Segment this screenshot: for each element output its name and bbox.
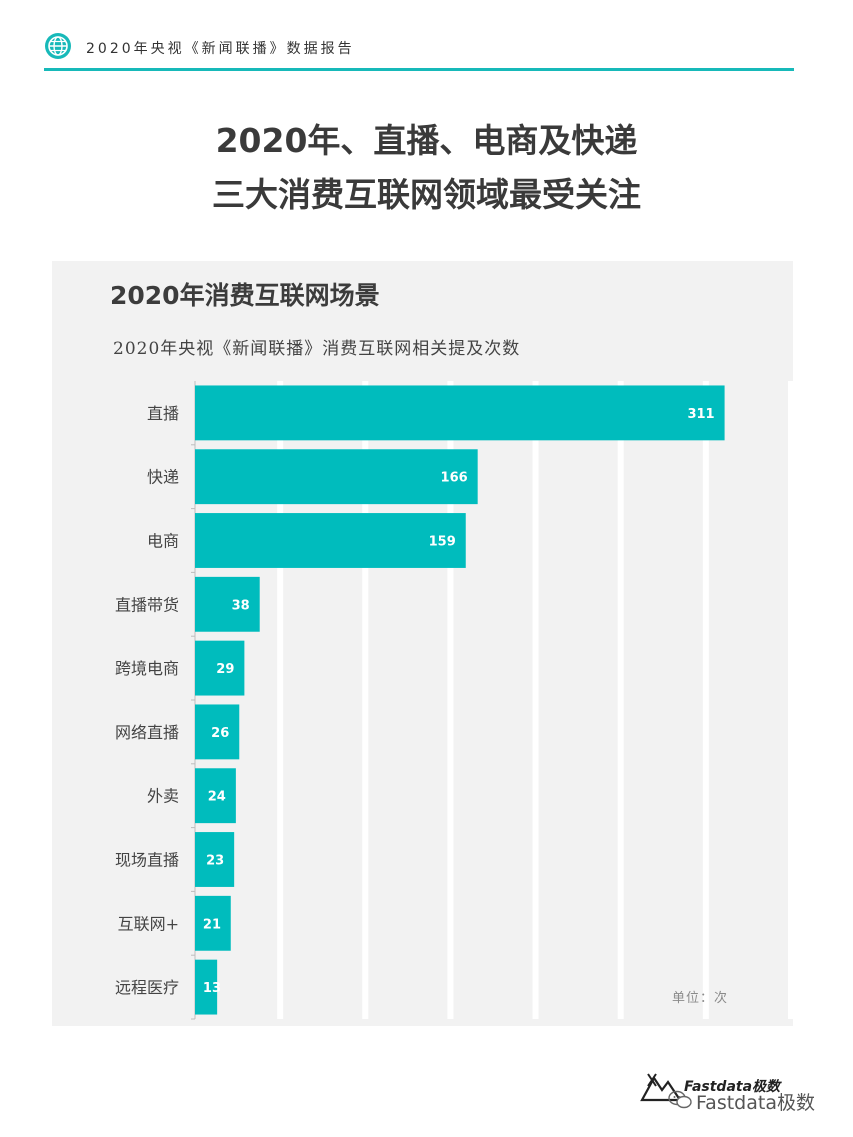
- bar-5: [195, 704, 240, 760]
- report-header: 2020年央视《新闻联播》数据报告: [44, 30, 794, 70]
- value-label: 21: [203, 917, 221, 932]
- watermark-text: Fastdata极数: [696, 1092, 815, 1114]
- category-label: 快递: [147, 468, 179, 487]
- headline-line-2: 三大消费互联网领域最受关注: [212, 175, 641, 214]
- bar-8: [195, 895, 231, 951]
- brand-logo-icon: [640, 1073, 682, 1102]
- unit-label: 单位：次: [672, 991, 729, 1006]
- chart-title: 2020年消费互联网场景: [110, 281, 380, 310]
- bar-4: [195, 640, 245, 696]
- bar-2: [195, 513, 466, 568]
- category-label: 直播: [147, 404, 179, 423]
- chart-subtitle: 2020年央视《新闻联播》消费互联网相关提及次数: [113, 339, 521, 359]
- report-header-title: 2020年央视《新闻联播》数据报告: [86, 41, 355, 57]
- bar-1: [195, 449, 478, 505]
- category-label: 电商: [147, 532, 179, 551]
- value-label: 24: [208, 790, 226, 805]
- headline-line-1: 2020年、直播、电商及快递: [215, 121, 638, 160]
- category-label: 远程医疗: [115, 978, 179, 997]
- value-label: 13: [203, 981, 221, 996]
- value-label: 166: [441, 471, 468, 486]
- category-label: 网络直播: [115, 723, 179, 742]
- header-divider: [44, 68, 794, 71]
- bar-3: [195, 576, 260, 632]
- category-label: 外卖: [147, 787, 179, 806]
- brand-name: Fastdata极数: [684, 1079, 781, 1095]
- value-label: 38: [232, 598, 250, 613]
- value-label: 311: [687, 407, 714, 422]
- bar-0: [195, 385, 725, 441]
- bar-7: [195, 832, 235, 887]
- globe-icon: [45, 33, 71, 59]
- wechat-icon: [668, 1090, 692, 1109]
- value-label: 29: [216, 662, 234, 677]
- value-label: 159: [429, 535, 456, 550]
- bar-9: [195, 959, 218, 1015]
- category-label: 直播带货: [115, 595, 179, 614]
- category-label: 跨境电商: [115, 659, 179, 678]
- category-label: 互联网+: [118, 914, 179, 933]
- value-label: 23: [206, 854, 224, 869]
- brand-block: Fastdata极数: [640, 1066, 840, 1126]
- value-label: 26: [211, 726, 229, 741]
- bar-6: [195, 768, 236, 824]
- category-label: 现场直播: [115, 851, 179, 870]
